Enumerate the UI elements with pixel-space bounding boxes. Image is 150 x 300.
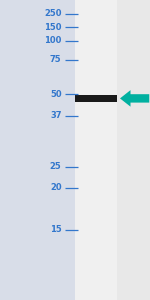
Text: 150: 150 bbox=[44, 22, 61, 32]
Bar bbox=[75, 94, 117, 102]
Text: 75: 75 bbox=[50, 56, 62, 64]
FancyArrow shape bbox=[120, 90, 149, 106]
Text: 37: 37 bbox=[50, 111, 62, 120]
Text: 50: 50 bbox=[50, 90, 62, 99]
Text: 15: 15 bbox=[50, 225, 62, 234]
Text: 20: 20 bbox=[50, 183, 62, 192]
Text: 100: 100 bbox=[44, 36, 61, 45]
Text: 250: 250 bbox=[44, 9, 61, 18]
Bar bbox=[75, 0, 150, 300]
Bar bbox=[75, 0, 117, 300]
Text: 25: 25 bbox=[50, 162, 62, 171]
